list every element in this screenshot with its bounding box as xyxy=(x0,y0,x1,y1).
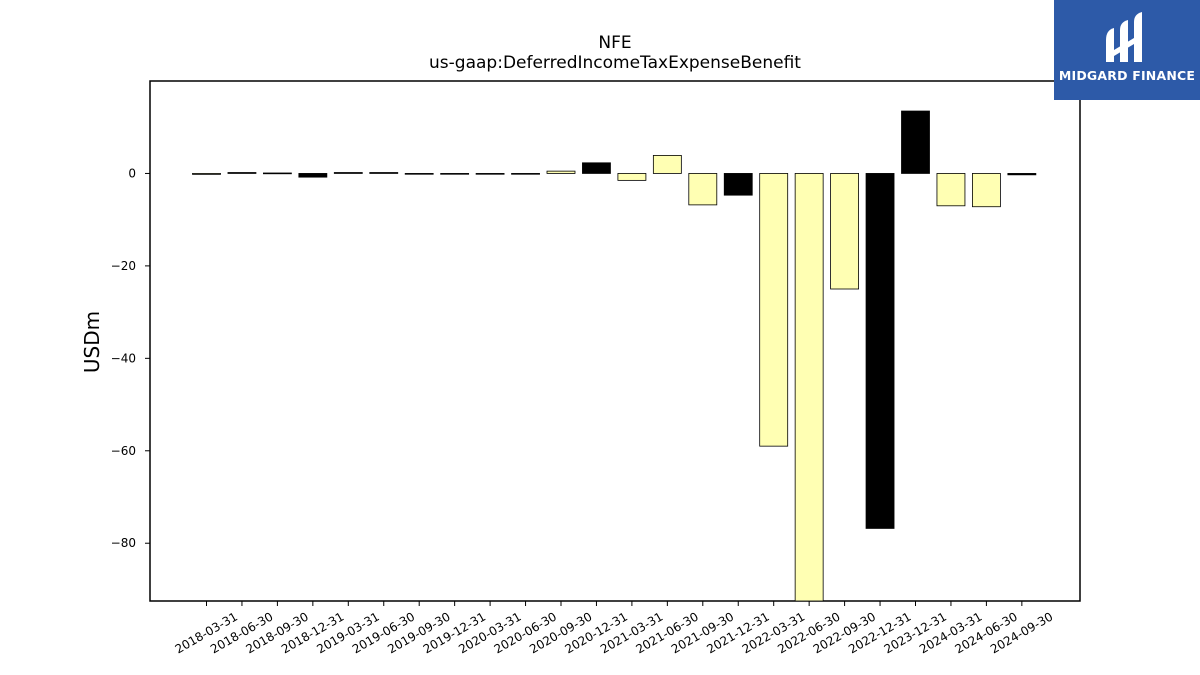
bar-2018-03-31 xyxy=(192,173,221,175)
bar-2022-06-30 xyxy=(794,173,824,602)
bar-2019-09-30 xyxy=(404,173,434,175)
logo-text: MIDGARD FINANCE xyxy=(1058,68,1196,83)
bar-2020-03-31 xyxy=(475,173,505,175)
bar-2021-12-31 xyxy=(723,173,753,196)
bar-2024-03-31 xyxy=(936,173,966,207)
y-axis-ticks: 0 −20 −40 −60 −80 xyxy=(111,166,150,550)
bar-2019-03-31 xyxy=(333,172,363,174)
bar-2024-09-30 xyxy=(1007,173,1037,176)
midgard-finance-logo-icon xyxy=(1106,12,1142,62)
chart-subtitle: us-gaap:DeferredIncomeTaxExpenseBenefit xyxy=(429,53,801,73)
y-tick-label: −80 xyxy=(111,536,136,550)
bar-2023-12-31 xyxy=(901,110,930,174)
bar-2018-09-30 xyxy=(262,172,292,175)
bar-2024-06-30 xyxy=(972,173,1001,208)
bar-2022-03-31 xyxy=(759,173,789,447)
bar-2022-12-31 xyxy=(865,173,895,529)
bar-2022-09-30 xyxy=(830,173,859,290)
bar-2020-06-30 xyxy=(511,173,540,175)
bar-2018-12-31 xyxy=(298,173,328,178)
y-axis-label: USDm xyxy=(80,311,104,373)
bar-2019-06-30 xyxy=(369,172,399,174)
midgard-finance-logo: MIDGARD FINANCE xyxy=(1054,0,1200,100)
bar-2021-03-31 xyxy=(617,173,647,181)
y-tick-label: −60 xyxy=(111,444,136,458)
chart-title: NFE xyxy=(598,33,631,53)
plot-frame xyxy=(149,80,1081,602)
x-axis-ticks: 2018-03-312018-06-302018-09-302018-12-31… xyxy=(173,601,1055,656)
bar-2021-06-30 xyxy=(652,155,682,174)
y-tick-label: −20 xyxy=(111,259,136,273)
y-tick-label: −40 xyxy=(111,351,136,365)
bar-2018-06-30 xyxy=(227,172,257,174)
bar-2021-09-30 xyxy=(688,173,718,206)
bar-2020-09-30 xyxy=(546,170,576,174)
bar-2019-12-31 xyxy=(440,173,470,175)
bar-2020-12-31 xyxy=(582,162,611,174)
y-tick-label: 0 xyxy=(128,166,136,180)
bars-group xyxy=(192,110,1037,602)
